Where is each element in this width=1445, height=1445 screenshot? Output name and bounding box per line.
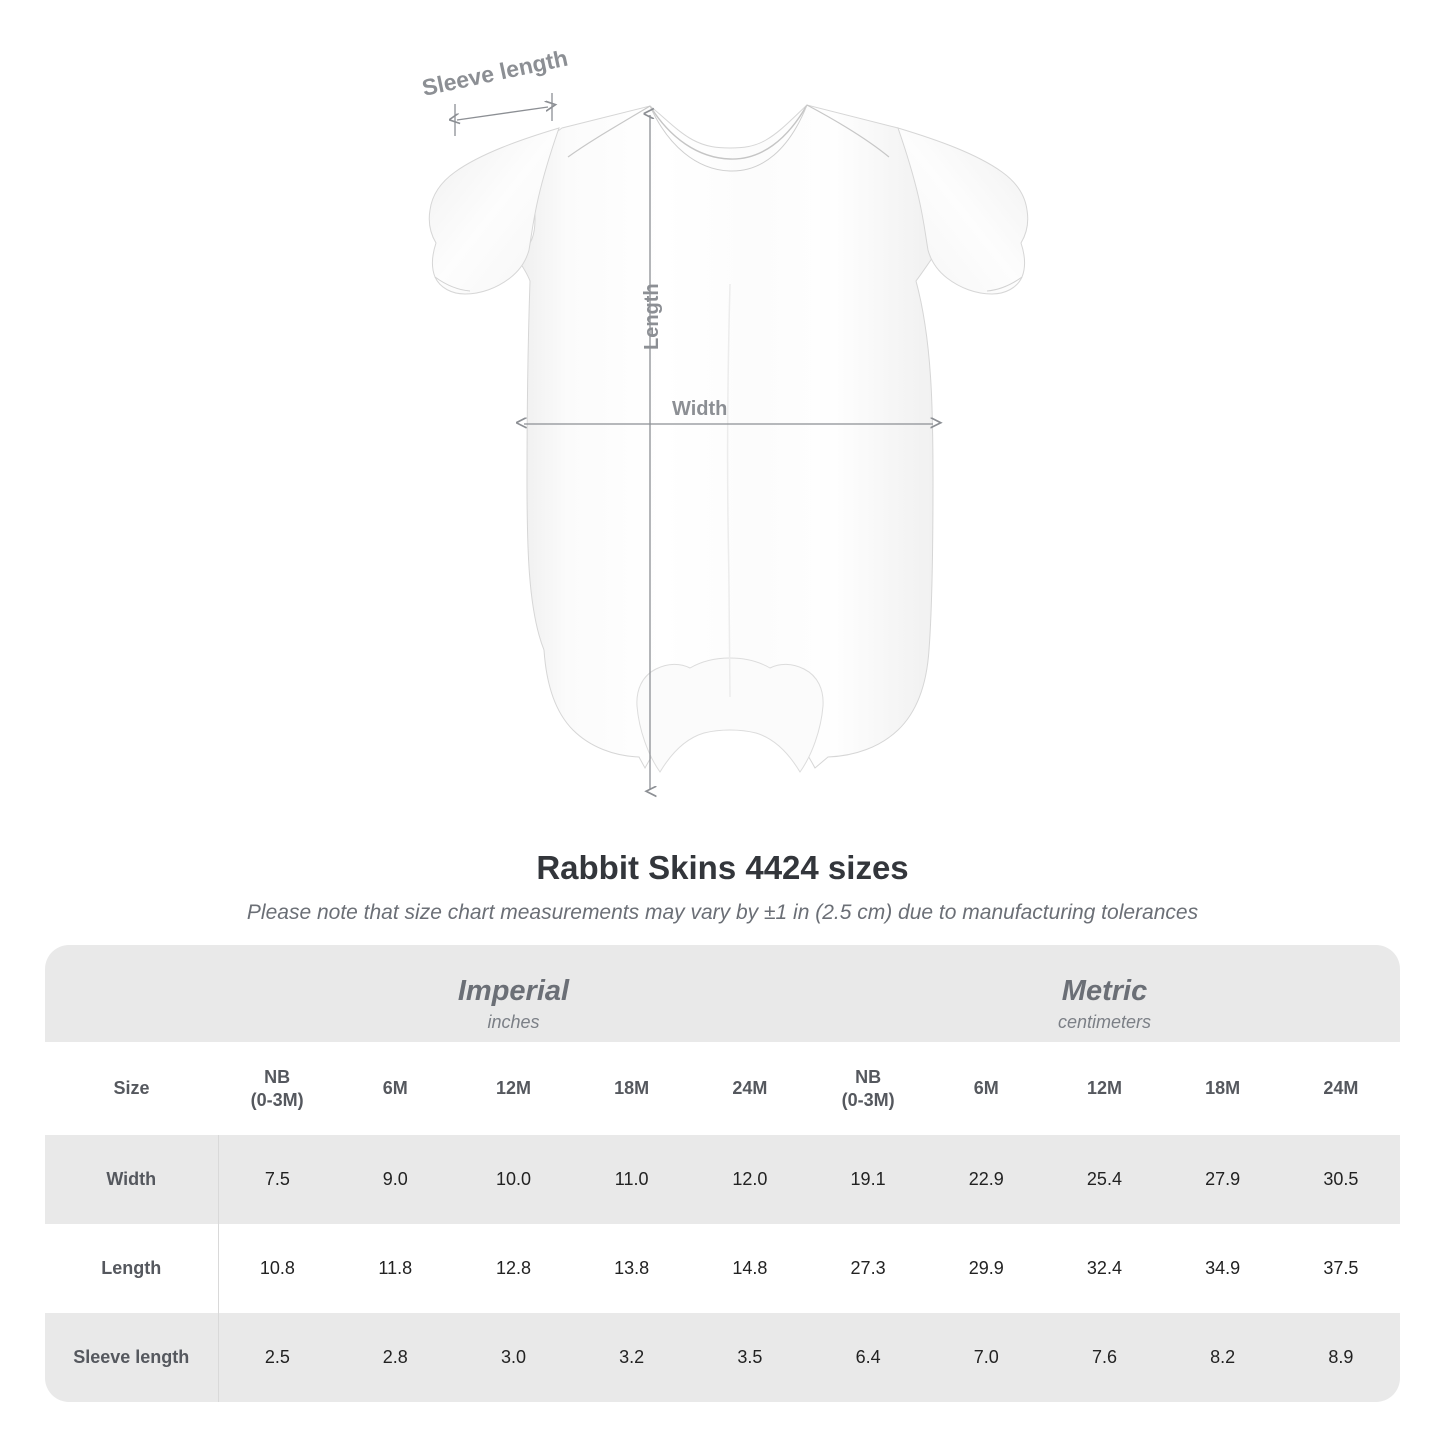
svg-text:Length: Length bbox=[641, 283, 663, 350]
svg-text:Sleeve length: Sleeve length bbox=[420, 45, 570, 101]
svg-text:Width: Width bbox=[672, 398, 727, 420]
